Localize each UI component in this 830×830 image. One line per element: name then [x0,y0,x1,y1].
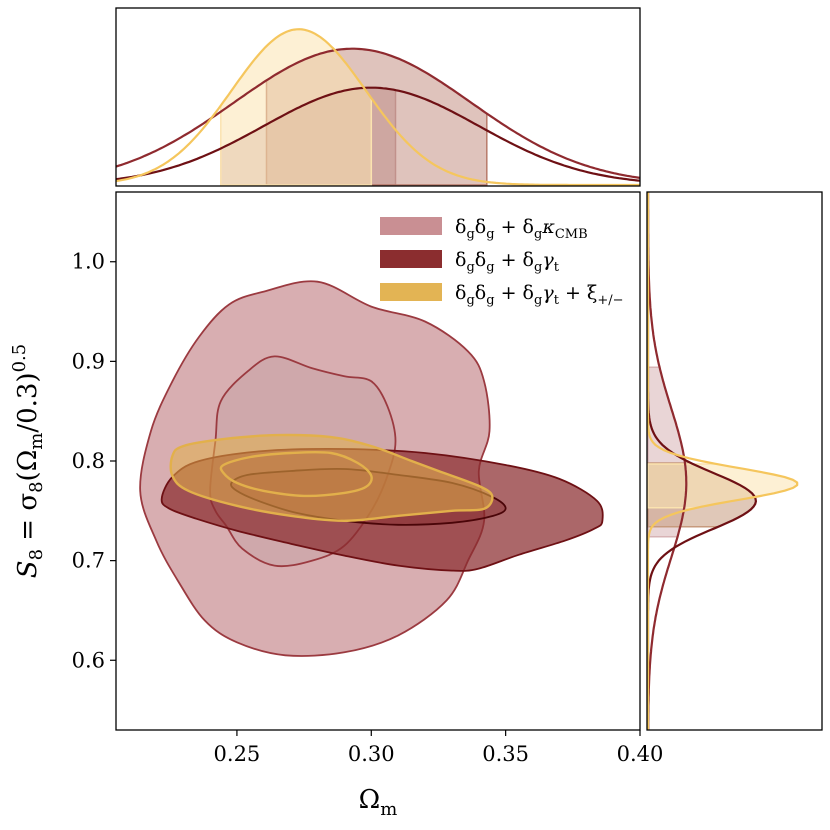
legend-label-xi: δgδg + δgγt + ξ+/− [455,282,624,308]
x-axis-label-subscript: m [380,799,397,820]
legend-swatch-xi [380,283,442,301]
y-tick-label: 0.6 [72,648,105,672]
x-tick-label: 0.25 [214,742,261,766]
svg-text:S8 = σ8(Ωm/0.3)0.5: S8 = σ8(Ωm/0.3)0.5 [9,344,47,578]
legend-swatch-gt [380,250,442,268]
top-marginal-curve-xi [116,28,640,186]
legend: δgδg + δgκCMB δgδg + δgγt δgδg + δgγt + ξ+… [380,216,624,308]
main-contour-panel: 0.25 0.30 0.35 0.40 0.6 0.7 0.8 0.9 1.0 [72,191,664,766]
right-panel-frame [646,191,823,731]
top-marginal-curve-gt [116,47,640,179]
x-tick-label: 0.30 [348,742,395,766]
top-marginal-panel [115,7,641,187]
y-tick-label: 0.8 [72,449,105,473]
legend-label-gt: δgδg + δgγt [455,249,560,275]
y-tick-label: 0.7 [72,549,105,573]
legend-label-kcmb: δgδg + δgκCMB [455,216,588,242]
y-tick-label: 1.0 [72,250,105,274]
y-axis-label: S8 = σ8(Ωm/0.3)0.5 [9,344,47,578]
legend-swatch-kcmb [380,217,442,235]
top-panel-frame [115,7,641,187]
x-tick-label: 0.40 [617,742,664,766]
top-marginal-curve-kcmb [116,86,640,182]
x-axis-label: Ωm [359,785,398,820]
contour-68-xi [219,450,373,498]
right-marginal-curve-xi [647,192,799,730]
x-tick-label: 0.35 [482,742,529,766]
right-marginal-panel [646,191,823,731]
right-interval-band-xi [647,463,799,509]
y-tick-label: 0.9 [72,349,105,373]
